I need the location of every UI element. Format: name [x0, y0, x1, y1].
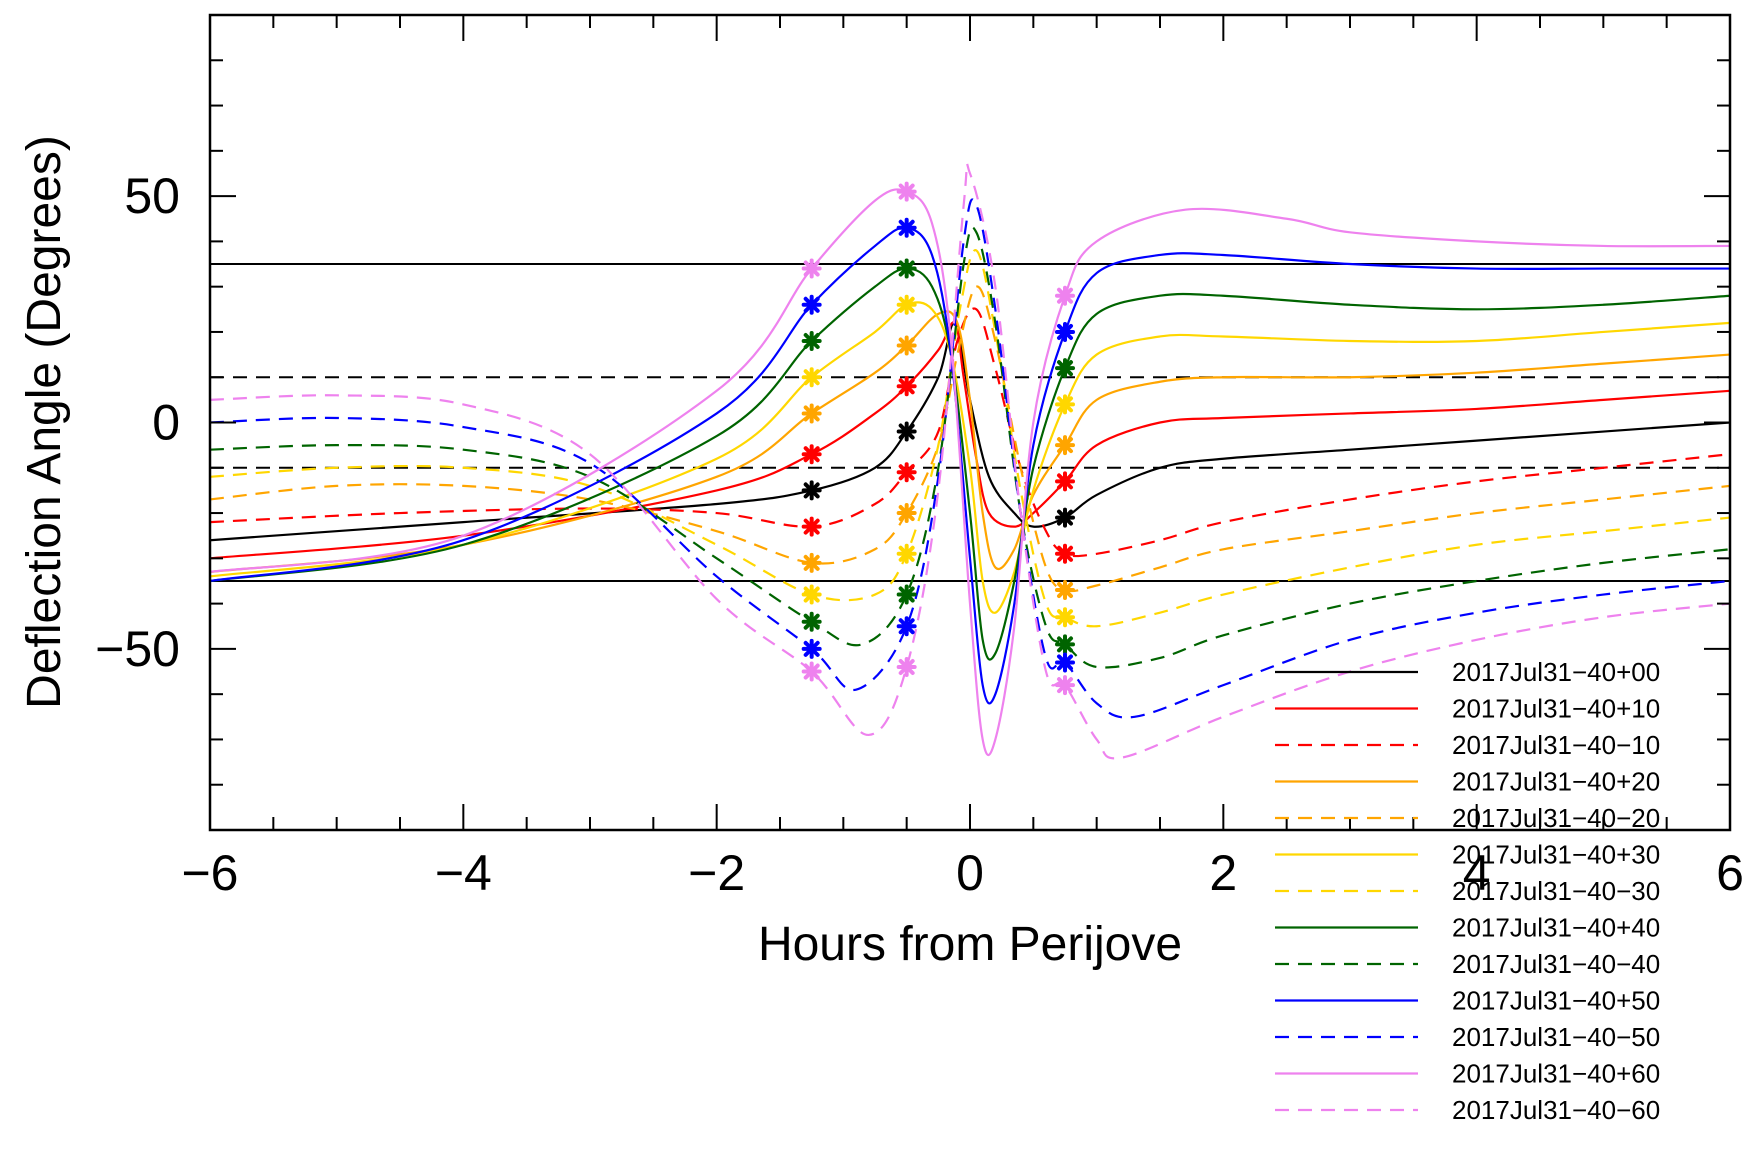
series-line-1: [209, 321, 1731, 560]
y-tick-label: 0: [152, 395, 180, 451]
series-marker-8-0: [801, 611, 822, 632]
series-marker-10-0: [801, 638, 822, 659]
series-line-9: [209, 226, 1730, 705]
series-marker-5-0: [801, 367, 822, 388]
series-marker-2-1: [896, 462, 917, 483]
series-marker-12-0: [801, 661, 822, 682]
legend-label: 2017Jul31−40−30: [1452, 876, 1660, 906]
x-tick-label: 4: [1463, 845, 1491, 901]
x-tick-label: 2: [1209, 845, 1237, 901]
legend-label: 2017Jul31−40+30: [1452, 840, 1660, 870]
series-marker-7-1: [896, 258, 917, 279]
series-line-0: [209, 321, 1731, 542]
series-marker-0-0: [801, 480, 822, 501]
x-tick-label: 0: [956, 845, 984, 901]
series-marker-5-1: [896, 294, 917, 315]
series-marker-2-2: [1055, 543, 1075, 564]
series-line-6: [209, 249, 1731, 628]
series-marker-12-1: [896, 657, 917, 677]
series-marker-11-2: [1055, 285, 1075, 306]
x-tick-label: −4: [435, 845, 492, 901]
legend-label: 2017Jul31−40−20: [1452, 803, 1660, 833]
x-axis-title: Hours from Perijove: [758, 918, 1182, 971]
series-marker-11-1: [896, 181, 917, 202]
series-marker-6-0: [801, 584, 822, 605]
y-axis-title: Deflection Angle (Degrees): [18, 135, 71, 709]
series-marker-3-2: [1055, 435, 1075, 456]
series-marker-6-1: [896, 543, 917, 564]
y-tick-label: −50: [95, 621, 180, 677]
legend-label: 2017Jul31−40+50: [1452, 986, 1660, 1016]
series-marker-9-0: [801, 294, 822, 315]
series-line-2: [209, 307, 1731, 558]
series-marker-4-2: [1055, 580, 1075, 601]
tick-labels: −6 −4 −2 0 2 4 6 −50 0 50: [95, 168, 1744, 901]
series-marker-7-0: [801, 331, 822, 351]
series-marker-1-1: [896, 376, 917, 397]
series-line-5: [209, 301, 1731, 614]
series-marker-3-1: [896, 335, 917, 356]
series-line-7: [209, 267, 1731, 661]
series-line-4: [209, 285, 1731, 593]
legend-label: 2017Jul31−40+00: [1452, 657, 1660, 687]
series-line-10: [209, 198, 1731, 719]
series-line-12: [209, 162, 1731, 760]
legend-label: 2017Jul31−40−60: [1452, 1095, 1660, 1125]
series-line-11: [209, 188, 1731, 757]
series-marker-8-1: [896, 584, 917, 605]
legend-label: 2017Jul31−40+60: [1452, 1059, 1660, 1089]
series-marker-6-2: [1055, 607, 1075, 628]
series-marker-0-1: [896, 421, 917, 442]
legend-label: 2017Jul31−40+10: [1452, 694, 1660, 724]
series-marker-7-2: [1055, 358, 1075, 379]
series-markers: [801, 181, 1075, 696]
x-tick-label: −2: [688, 845, 745, 901]
legend-label: 2017Jul31−40+40: [1452, 913, 1660, 943]
series-marker-10-2: [1055, 652, 1075, 673]
series-marker-5-2: [1055, 394, 1075, 415]
series-marker-1-0: [801, 444, 822, 465]
series-marker-2-0: [801, 516, 822, 537]
series-marker-9-2: [1055, 321, 1075, 342]
series-marker-10-1: [896, 616, 917, 637]
legend-label: 2017Jul31−40+20: [1452, 767, 1660, 797]
series-marker-1-2: [1055, 471, 1075, 492]
series-marker-12-2: [1055, 675, 1075, 696]
series-marker-0-2: [1055, 507, 1075, 528]
y-tick-label: 50: [124, 168, 180, 224]
series-line-3: [209, 310, 1731, 574]
series-lines: [209, 162, 1731, 760]
series-marker-4-0: [801, 552, 822, 573]
series-marker-11-0: [801, 258, 822, 279]
series-marker-3-0: [801, 403, 822, 424]
series-marker-4-1: [896, 503, 917, 524]
legend: 2017Jul31−40+00 2017Jul31−40+10 2017Jul31−…: [1275, 657, 1660, 1125]
x-tick-label: −6: [181, 845, 238, 901]
series-marker-8-2: [1055, 634, 1075, 655]
axis-ticks: [209, 15, 1731, 830]
x-tick-label: 6: [1716, 845, 1744, 901]
legend-label: 2017Jul31−40−10: [1452, 730, 1660, 760]
series-marker-9-1: [896, 217, 917, 238]
legend-label: 2017Jul31−40−50: [1452, 1022, 1660, 1052]
legend-label: 2017Jul31−40−40: [1452, 949, 1660, 979]
